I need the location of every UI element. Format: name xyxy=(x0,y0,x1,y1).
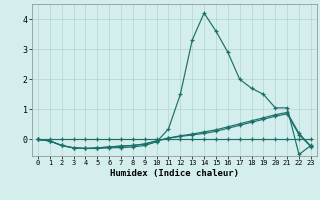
X-axis label: Humidex (Indice chaleur): Humidex (Indice chaleur) xyxy=(110,169,239,178)
